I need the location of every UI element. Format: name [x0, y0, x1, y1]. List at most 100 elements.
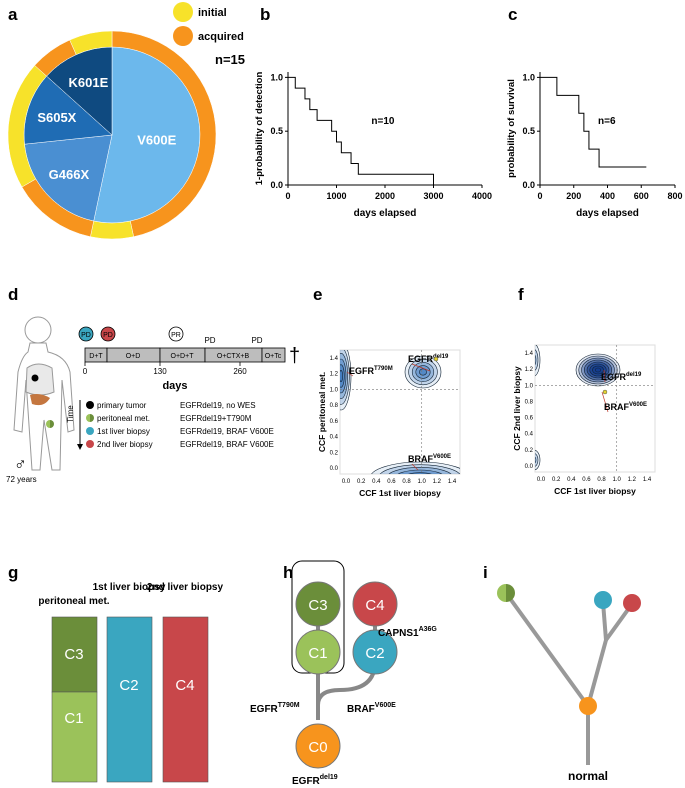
- panel-label: d: [8, 285, 18, 304]
- annotation: EGFRT790M: [349, 366, 393, 376]
- annotation-pointer: [603, 369, 606, 383]
- x-tick-label: 0.2: [552, 477, 561, 483]
- slice-label: K601E: [69, 75, 109, 90]
- death-symbol: †: [289, 345, 300, 367]
- x-axis-label: days elapsed: [354, 208, 417, 219]
- x-axis-label: CCF 1st liver biopsy: [359, 488, 441, 498]
- x-tick-label: 1.4: [643, 477, 652, 483]
- contour: [419, 368, 427, 376]
- ring-segment: [90, 220, 134, 240]
- x-tick-label: 1000: [326, 191, 346, 201]
- contour: [535, 453, 539, 467]
- event-label: PD: [81, 332, 91, 339]
- x-tick-label: 0.4: [372, 479, 381, 485]
- annotation: n=10: [371, 116, 395, 127]
- y-tick-label: 0.6: [525, 416, 534, 422]
- annotation-pointer: [346, 371, 354, 377]
- timeline-text: D+T O+D O+D+T O+CTX+B O+Tc PD PD PR PD P…: [81, 332, 282, 376]
- y-tick-label: 1.0: [270, 72, 283, 82]
- day-label: 260: [233, 367, 247, 376]
- gene: EGFR: [250, 704, 279, 715]
- gene: EGFR: [408, 354, 434, 364]
- panel-label: i: [483, 563, 488, 582]
- legend-swatch: [173, 26, 193, 46]
- clone-block: [162, 616, 209, 783]
- y-axis-label: 1-probability of detection: [254, 72, 265, 186]
- x-tick-label: 600: [634, 191, 649, 201]
- y-tick-label: 0.5: [270, 126, 283, 136]
- node-label: C4: [365, 597, 384, 614]
- axis: [539, 72, 675, 186]
- clone-block: [51, 616, 98, 693]
- marker: [602, 389, 608, 395]
- x-tick-label: 0: [537, 191, 542, 201]
- x-tick-label: 800: [667, 191, 682, 201]
- contour: [535, 345, 541, 377]
- survival-curve: [288, 76, 434, 185]
- y-tick-label: 0.0: [270, 180, 283, 190]
- contour: [407, 472, 433, 474]
- legend-swatch: [173, 2, 193, 22]
- time-label: Time: [66, 405, 75, 423]
- column-header: 1st liver biopsy: [93, 582, 166, 593]
- annotation-pointer: [601, 391, 609, 413]
- event-label: PD: [251, 336, 262, 345]
- mutation-label: CAPNS1A36G: [378, 626, 437, 639]
- y-tick-label: 0.6: [330, 419, 339, 425]
- node-label: C1: [308, 645, 327, 662]
- legend-label: 2nd liver biopsy: [97, 440, 153, 449]
- legend-label: primary tumor: [97, 401, 147, 410]
- timeline: [78, 326, 286, 366]
- legend-dot: [86, 440, 94, 448]
- slice-label: S605X: [37, 110, 76, 125]
- x-tick-label: 0.0: [342, 479, 351, 485]
- contour: [535, 354, 537, 366]
- age: 72 years: [6, 475, 37, 484]
- node-label: C2: [365, 645, 384, 662]
- panel-label: e: [313, 285, 322, 304]
- annotation-pointer: [411, 463, 419, 471]
- gene: EGFR: [349, 366, 375, 376]
- x-axis-label: CCF 1st liver biopsy: [554, 486, 636, 496]
- tree-node: [594, 591, 612, 609]
- x-tick-label: 0.6: [387, 479, 396, 485]
- y-axis-label: CCF 2nd liver biopsy: [512, 366, 522, 451]
- panel-label: f: [518, 285, 524, 304]
- y-tick-label: 0.0: [522, 180, 535, 190]
- legend-label: acquired: [198, 31, 244, 43]
- variant: del19: [433, 354, 449, 360]
- clone-label: C1: [64, 710, 83, 727]
- event-label: PR: [171, 332, 181, 339]
- gene: BRAF: [604, 402, 629, 412]
- x-tick-label: 0.8: [597, 477, 606, 483]
- x-tick-label: 1.2: [628, 477, 637, 483]
- variant: V600E: [433, 454, 451, 460]
- tree-node: [579, 697, 597, 715]
- variant: T790M: [278, 702, 300, 709]
- panel-label: b: [260, 5, 270, 24]
- contour: [340, 350, 350, 405]
- legend-dot: [90, 414, 94, 422]
- clone-block: [106, 616, 153, 783]
- header-text: peritoneal met.: [38, 596, 109, 607]
- legend-label: peritoneal met.: [97, 414, 150, 423]
- annotation-pointer: [411, 363, 431, 372]
- variant: V600E: [375, 702, 396, 709]
- legend-detail: EGFRdel19, BRAF V600E: [180, 440, 274, 449]
- annotation: EGFRdel19: [408, 354, 449, 364]
- x-tick-label: 0.2: [357, 479, 366, 485]
- panel-label: a: [8, 5, 18, 24]
- panel-label: g: [8, 563, 18, 582]
- density-plot: [339, 349, 461, 475]
- y-tick-label: 0.8: [330, 403, 339, 409]
- clone-label: C3: [64, 646, 83, 663]
- contour: [388, 467, 452, 474]
- y-tick-label: 0.0: [330, 466, 339, 472]
- x-axis-label: days elapsed: [576, 208, 639, 219]
- tree-node: [295, 581, 341, 627]
- segment-label: O+CTX+B: [217, 353, 250, 360]
- legend-dot: [86, 427, 94, 435]
- x-tick-label: 3000: [423, 191, 443, 201]
- annotation: n=15: [215, 52, 245, 67]
- tree-node: [497, 584, 506, 602]
